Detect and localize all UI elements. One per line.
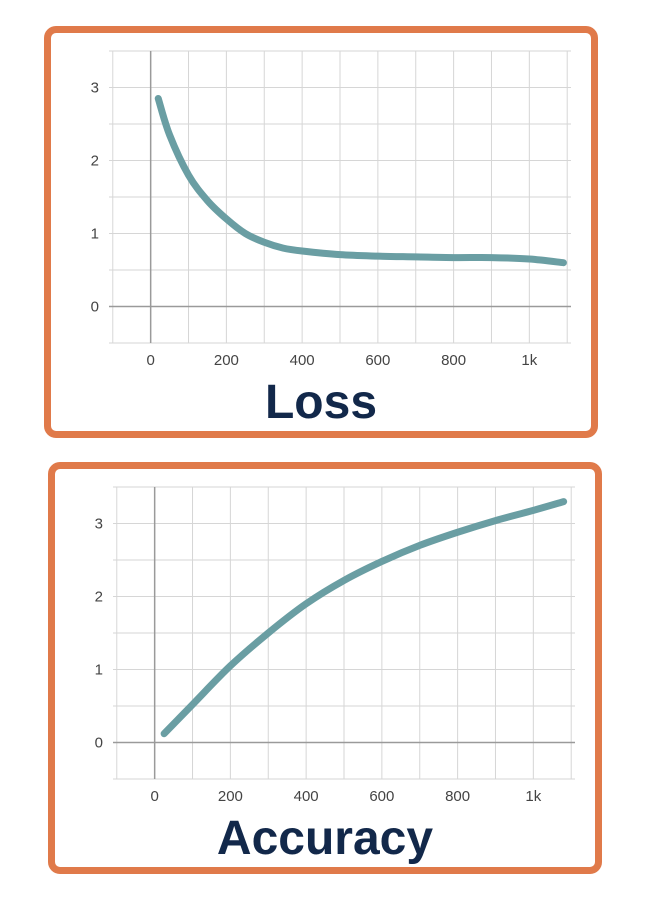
- accuracy-x-tick-label: 1k: [525, 788, 541, 805]
- accuracy-chart-panel: 0 200 400 600 800 1k 0 1 2 3 Accuracy: [48, 462, 602, 874]
- accuracy-y-tick-label: 3: [95, 516, 103, 533]
- loss-x-tick-label: 600: [365, 352, 390, 369]
- loss-chart-title: Loss: [264, 376, 378, 429]
- accuracy-y-tick-label: 1: [95, 662, 103, 679]
- accuracy-y-tick-label: 0: [95, 735, 103, 752]
- loss-series-line: [154, 94, 567, 267]
- accuracy-series-line: [160, 498, 568, 738]
- accuracy-x-tick-label: 200: [218, 788, 243, 805]
- loss-chart-panel: 0 200 400 600 800 1k 0 1 2 3 Loss: [44, 26, 598, 438]
- accuracy-chart-title: Accuracy: [216, 812, 434, 865]
- loss-y-tick-label: 1: [91, 226, 99, 243]
- loss-y-tick-label: 0: [91, 299, 99, 316]
- accuracy-chart: 0 200 400 600 800 1k 0 1 2 3: [95, 486, 575, 805]
- loss-y-tick-label: 2: [91, 153, 99, 170]
- loss-chart: 0 200 400 600 800 1k 0 1 2 3: [91, 50, 571, 369]
- accuracy-x-tick-label: 600: [369, 788, 394, 805]
- accuracy-x-tick-label: 400: [294, 788, 319, 805]
- loss-x-tick-label: 200: [214, 352, 239, 369]
- loss-y-tick-label: 3: [91, 80, 99, 97]
- loss-x-tick-label: 0: [146, 352, 154, 369]
- loss-x-tick-label: 800: [441, 352, 466, 369]
- loss-x-tick-label: 1k: [521, 352, 537, 369]
- accuracy-x-tick-label: 800: [445, 788, 470, 805]
- loss-x-tick-label: 400: [290, 352, 315, 369]
- accuracy-y-tick-label: 2: [95, 589, 103, 606]
- accuracy-x-tick-label: 0: [150, 788, 158, 805]
